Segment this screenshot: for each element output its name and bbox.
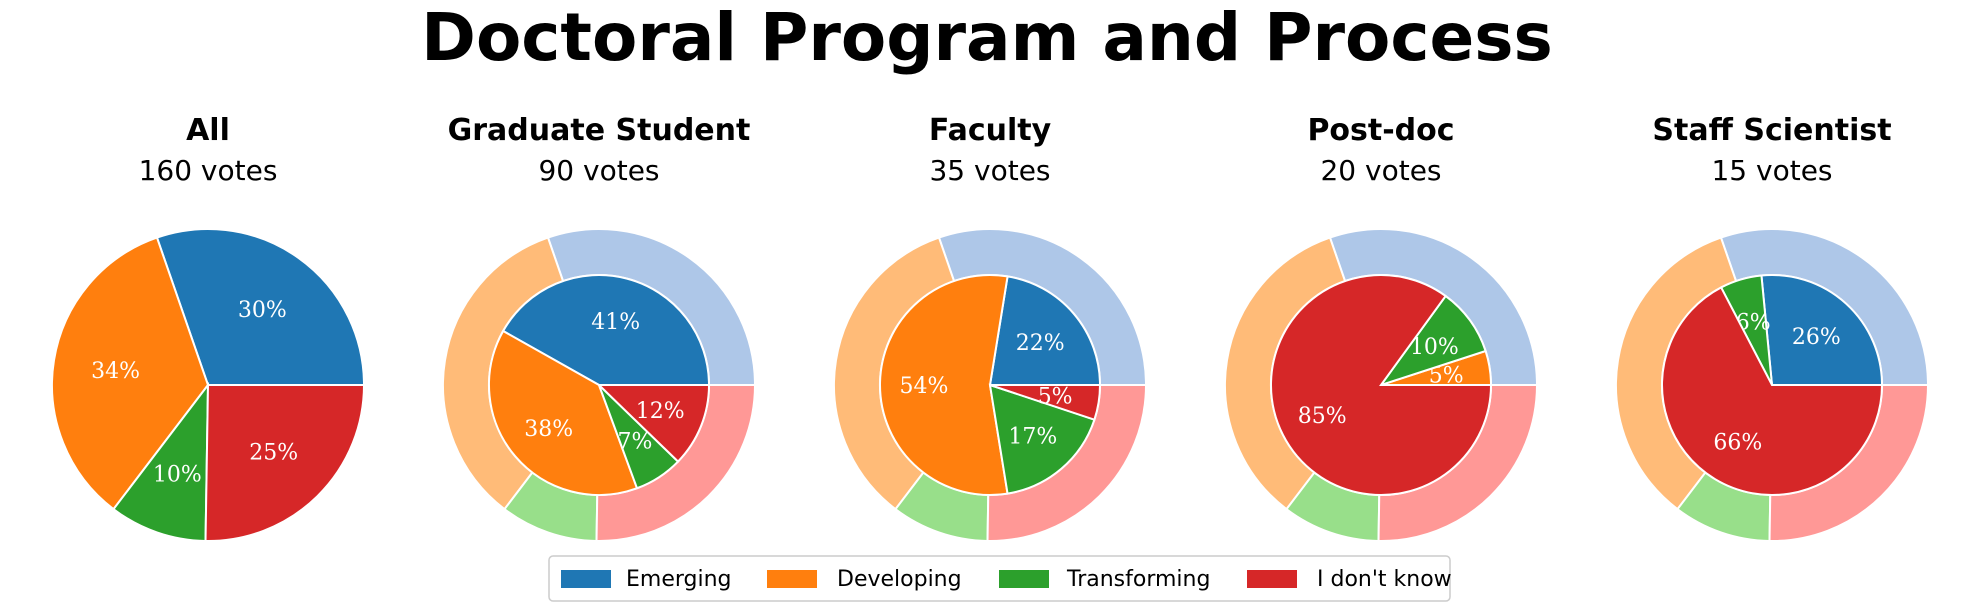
panel-title-all: All [186, 113, 230, 148]
faculty-slice-developing [879, 274, 1009, 496]
all-slice-emerging [155, 228, 366, 386]
faculty-slice-i-don-t-know [989, 384, 1102, 421]
panel-title-staff-scientist: Staff Scientist [1652, 113, 1891, 148]
legend-label-emerging: Emerging [626, 567, 732, 592]
pie-all: 30% 34% 10% 25% [51, 228, 366, 542]
legend-item-emerging: Emerging [561, 567, 732, 592]
pie-post-doc: 5%10%85% [1224, 228, 1539, 542]
legend-item-transforming: Transforming [999, 567, 1210, 592]
post-doc-label-i-don-t-know: 85% [1298, 404, 1347, 429]
post-doc-label-transforming: 10% [1410, 335, 1459, 360]
faculty-label-transforming: 17% [1008, 424, 1057, 449]
chart-title: Doctoral Program and Process [421, 0, 1553, 76]
all-slice-developing [51, 236, 210, 511]
panel-graduate-student: Graduate Student 90 votes 41% 38% 7% 12% [442, 113, 757, 542]
all-label-i-don-t-know: 25% [249, 441, 298, 466]
legend-swatch-emerging [561, 570, 611, 588]
staff-scientist-label-i-don-t-know: 66% [1713, 430, 1762, 455]
legend-item-i-dont-know: I don't know [1247, 567, 1452, 592]
panel-post-doc: Post-doc 20 votes 5%10%85% [1224, 113, 1539, 542]
faculty-slice-emerging [988, 275, 1102, 386]
legend-label-developing: Developing [837, 567, 962, 592]
graduate-student-label-emerging: 41% [591, 310, 640, 335]
faculty-label-developing: 54% [900, 374, 949, 399]
panel-title-faculty: Faculty [929, 113, 1052, 148]
pie-faculty: 22% 54% 17% 5% [833, 228, 1148, 542]
all-label-developing: 34% [91, 359, 140, 384]
panel-subtitle-all: 160 votes [139, 154, 278, 187]
panel-faculty: Faculty 35 votes 22% 54% 17% 5% [833, 113, 1148, 542]
panel-staff-scientist: Staff Scientist 15 votes 26%6%66% [1615, 113, 1930, 542]
staff-scientist-slice-emerging [1760, 274, 1884, 386]
legend-label-i-dont-know: I don't know [1317, 567, 1452, 592]
faculty-label-i-don-t-know: 5% [1038, 385, 1073, 410]
faculty-label-emerging: 22% [1016, 331, 1065, 356]
panel-subtitle-staff-scientist: 15 votes [1711, 154, 1832, 187]
graduate-student-slice-i-don-t-know [596, 384, 711, 463]
staff-scientist-slice-i-don-t-know [1661, 286, 1884, 496]
panel-subtitle-post-doc: 20 votes [1320, 154, 1441, 187]
all-slice-transforming [112, 381, 210, 542]
graduate-student-label-transforming: 7% [618, 429, 653, 454]
pie-graduate-student: 41% 38% 7% 12% [442, 228, 757, 542]
legend-label-transforming: Transforming [1066, 567, 1210, 592]
graduate-student-label-i-don-t-know: 12% [636, 399, 685, 424]
graduate-student-label-developing: 38% [524, 417, 573, 442]
panel-subtitle-graduate-student: 90 votes [538, 154, 659, 187]
panel-all: All 160 votes 30% 34% 10% 25% [51, 113, 366, 542]
legend-swatch-transforming [999, 570, 1049, 588]
panel-title-post-doc: Post-doc [1307, 113, 1454, 148]
pie-staff-scientist: 26%6%66% [1615, 228, 1930, 542]
legend-swatch-developing [767, 570, 817, 588]
legend: Emerging Developing Transforming I don't… [548, 555, 1452, 602]
panel-title-graduate-student: Graduate Student [448, 113, 751, 148]
all-label-transforming: 10% [153, 462, 202, 487]
graduate-student-slice-developing [488, 329, 639, 496]
panel-subtitle-faculty: 35 votes [929, 154, 1050, 187]
all-slice-i-don-t-know [204, 384, 366, 542]
all-label-emerging: 30% [238, 298, 287, 323]
staff-scientist-label-emerging: 26% [1792, 325, 1841, 350]
graduate-student-slice-emerging [501, 274, 711, 386]
legend-swatch-i-dont-know [1247, 570, 1297, 588]
faculty-slice-transforming [988, 383, 1096, 495]
post-doc-slice-i-don-t-know [1270, 273, 1493, 496]
legend-item-developing: Developing [767, 567, 962, 592]
